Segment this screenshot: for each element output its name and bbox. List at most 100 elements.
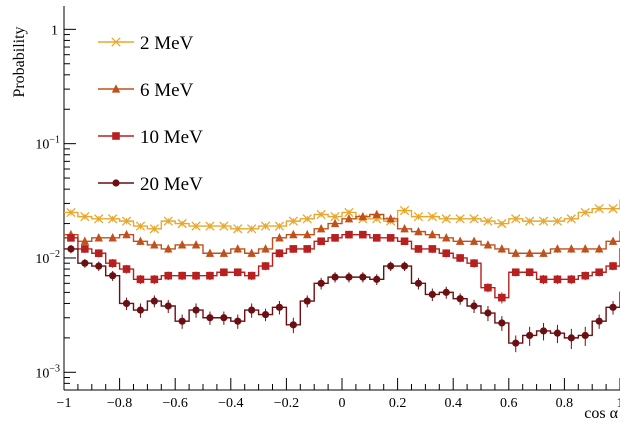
data-point [81, 245, 89, 253]
data-point [594, 204, 604, 214]
data-point [552, 216, 563, 226]
data-point [178, 317, 186, 325]
x-tick-label: −0.4 [218, 396, 243, 411]
data-point [386, 214, 395, 223]
x-tick-label: −0.8 [107, 396, 132, 411]
y-tick-label: 10−1 [35, 135, 60, 153]
data-point [177, 240, 187, 249]
data-point [483, 216, 493, 226]
data-point [121, 216, 132, 226]
data-point [164, 302, 172, 310]
data-point [122, 265, 131, 273]
data-point [358, 211, 368, 221]
data-point [149, 224, 160, 234]
legend-entry: 20 MeV [98, 174, 203, 195]
data-point [247, 248, 256, 257]
data-point [135, 221, 146, 231]
data-point [246, 224, 257, 234]
data-point [455, 236, 465, 245]
data-point [483, 240, 493, 249]
data-point [80, 236, 90, 245]
data-point [248, 306, 256, 314]
data-point [164, 244, 173, 253]
data-point [261, 244, 270, 253]
data-point [609, 262, 617, 270]
data-point [177, 218, 187, 229]
data-point [136, 275, 145, 284]
data-point [442, 249, 451, 258]
data-point [359, 273, 367, 281]
data-point [95, 262, 103, 270]
data-point [345, 273, 353, 281]
data-point [233, 224, 243, 234]
data-point [539, 275, 548, 284]
data-point [330, 211, 340, 222]
data-point [428, 229, 437, 239]
legend-label: 10 MeV [140, 127, 203, 148]
data-point [581, 331, 589, 340]
legend-marker [111, 84, 121, 93]
data-point [67, 234, 75, 242]
data-point [260, 221, 271, 231]
data-point [595, 268, 603, 277]
data-point [372, 209, 381, 219]
x-tick-label: 1 [617, 396, 620, 411]
data-point [275, 303, 284, 311]
data-point [178, 271, 186, 280]
data-point [359, 230, 367, 239]
data-point [345, 230, 353, 239]
legend-entry: 10 MeV [98, 127, 203, 148]
data-point [414, 245, 423, 253]
data-point [400, 223, 409, 233]
data-point [247, 271, 256, 280]
data-point [108, 259, 117, 268]
data-point [553, 329, 562, 337]
data-point [428, 245, 437, 253]
data-point [414, 226, 423, 236]
data-point [539, 327, 548, 335]
data-point [470, 259, 478, 268]
legend-marker [111, 37, 121, 47]
data-point [331, 234, 339, 242]
data-point [484, 309, 492, 317]
data-point [94, 249, 103, 258]
data-point [191, 221, 201, 231]
data-point [136, 236, 145, 245]
data-point [192, 306, 200, 314]
data-point [205, 248, 215, 257]
data-point [580, 207, 590, 218]
data-point [553, 244, 562, 253]
data-point [469, 236, 479, 245]
legend-entry: 2 MeV [98, 33, 194, 54]
data-point [344, 207, 354, 218]
data-point [498, 319, 506, 327]
data-point [122, 229, 131, 239]
data-point [525, 248, 534, 257]
series-3 [64, 244, 620, 353]
data-point [233, 244, 242, 253]
x-tick-label: 0.6 [500, 396, 518, 411]
data-point [567, 275, 576, 284]
legend-label: 2 MeV [140, 33, 194, 54]
data-point [428, 290, 436, 299]
x-tick-label: 0.2 [389, 396, 407, 411]
data-point [94, 233, 103, 242]
data-point [455, 214, 465, 224]
data-point [316, 223, 326, 233]
data-point [289, 229, 298, 239]
data-point [80, 211, 90, 222]
data-point [261, 310, 270, 319]
data-point [595, 317, 603, 325]
data-point [191, 240, 201, 249]
data-point [289, 245, 298, 253]
y-tick-label: 10−3 [35, 363, 60, 381]
data-point [220, 314, 228, 322]
series-1 [64, 209, 620, 257]
data-point [538, 216, 549, 226]
legend-entry: 6 MeV [98, 80, 194, 101]
data-point [219, 221, 229, 231]
data-point [373, 275, 381, 283]
x-tick-label: 0.4 [444, 396, 462, 411]
data-point [581, 271, 590, 280]
data-point [525, 268, 534, 277]
